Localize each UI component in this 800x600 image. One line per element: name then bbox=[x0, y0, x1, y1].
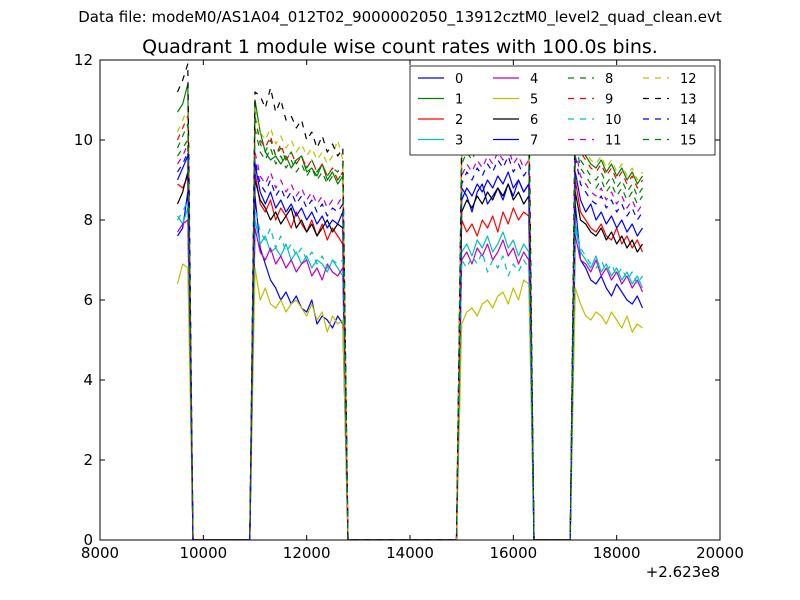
x-tick-label: 12000 bbox=[283, 544, 331, 562]
series-line-5 bbox=[176, 263, 643, 540]
x-tick-label: 20000 bbox=[696, 544, 744, 562]
series-layer bbox=[176, 63, 644, 540]
legend-label-9: 9 bbox=[605, 93, 613, 108]
legend-box bbox=[409, 65, 716, 156]
y-tick-label: 6 bbox=[83, 291, 93, 309]
y-tick-label: 0 bbox=[83, 531, 93, 549]
legend-label-15: 15 bbox=[680, 134, 697, 149]
series-line-4 bbox=[176, 219, 644, 540]
series-line-1 bbox=[176, 83, 644, 540]
x-tick-label: 8000 bbox=[81, 544, 119, 562]
legend-label-14: 14 bbox=[680, 113, 697, 128]
legend-label-0: 0 bbox=[455, 72, 463, 87]
x-tick-label: 18000 bbox=[593, 544, 641, 562]
legend-label-12: 12 bbox=[680, 72, 697, 87]
legend-label-7: 7 bbox=[530, 134, 538, 149]
y-tick-label: 8 bbox=[83, 211, 93, 229]
y-tick-label: 12 bbox=[74, 51, 93, 69]
y-tick-label: 2 bbox=[83, 451, 93, 469]
series-line-9 bbox=[176, 115, 644, 540]
legend-label-10: 10 bbox=[605, 113, 622, 128]
x-axis-offset-label: +2.623e8 bbox=[646, 563, 720, 581]
x-tick-label: 10000 bbox=[179, 544, 227, 562]
legend-label-5: 5 bbox=[530, 93, 538, 108]
legend-label-1: 1 bbox=[455, 93, 463, 108]
series-line-13 bbox=[176, 63, 644, 540]
legend-label-4: 4 bbox=[530, 72, 538, 87]
legend-label-13: 13 bbox=[680, 93, 697, 108]
axis-ticks: 8000 10000 12000 14000 16000 18000 20000 0 2 4 6 8 1… bbox=[74, 51, 744, 562]
x-tick-label: 16000 bbox=[489, 544, 537, 562]
data-file-suptitle: Data file: modeM0/AS1A04_012T02_90000020… bbox=[78, 8, 722, 26]
y-tick-label: 4 bbox=[83, 371, 93, 389]
legend-label-8: 8 bbox=[605, 72, 613, 87]
legend-label-6: 6 bbox=[530, 113, 538, 128]
y-tick-label: 10 bbox=[74, 131, 93, 149]
legend-label-3: 3 bbox=[455, 134, 463, 149]
legend-label-11: 11 bbox=[605, 134, 622, 149]
legend-label-2: 2 bbox=[455, 113, 463, 128]
chart-title: Quadrant 1 module wise count rates with … bbox=[142, 36, 658, 58]
x-tick-label: 14000 bbox=[386, 544, 434, 562]
